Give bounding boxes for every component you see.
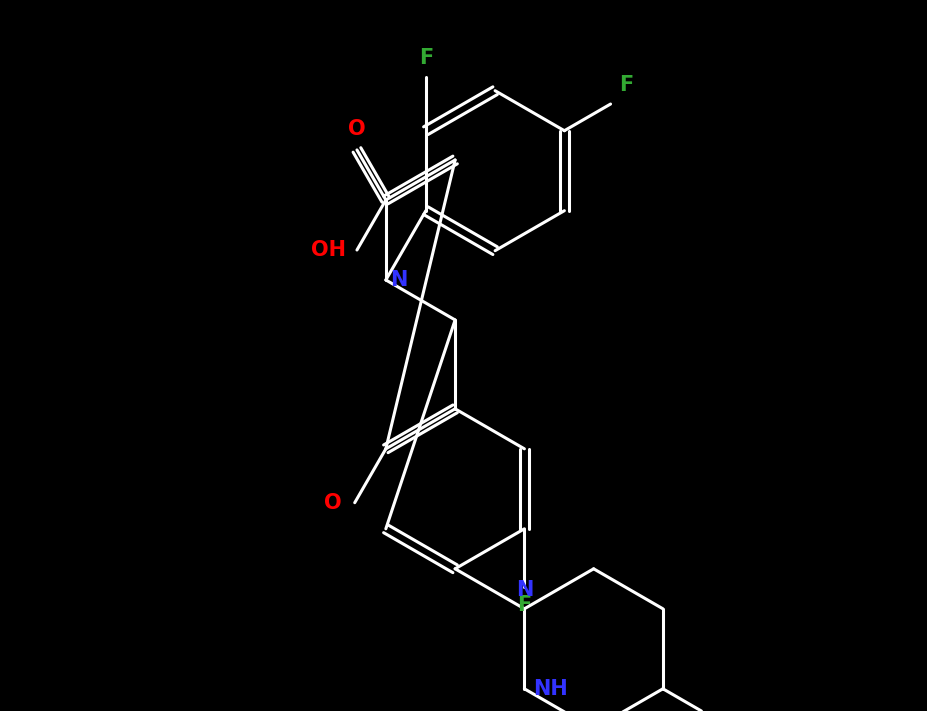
Text: N: N: [390, 270, 407, 290]
Text: F: F: [516, 596, 531, 616]
Text: F: F: [418, 48, 433, 68]
Text: NH: NH: [533, 679, 567, 699]
Text: F: F: [619, 75, 633, 95]
Text: O: O: [324, 493, 341, 513]
Text: O: O: [348, 119, 365, 139]
Text: N: N: [515, 580, 532, 600]
Text: OH: OH: [311, 240, 346, 260]
